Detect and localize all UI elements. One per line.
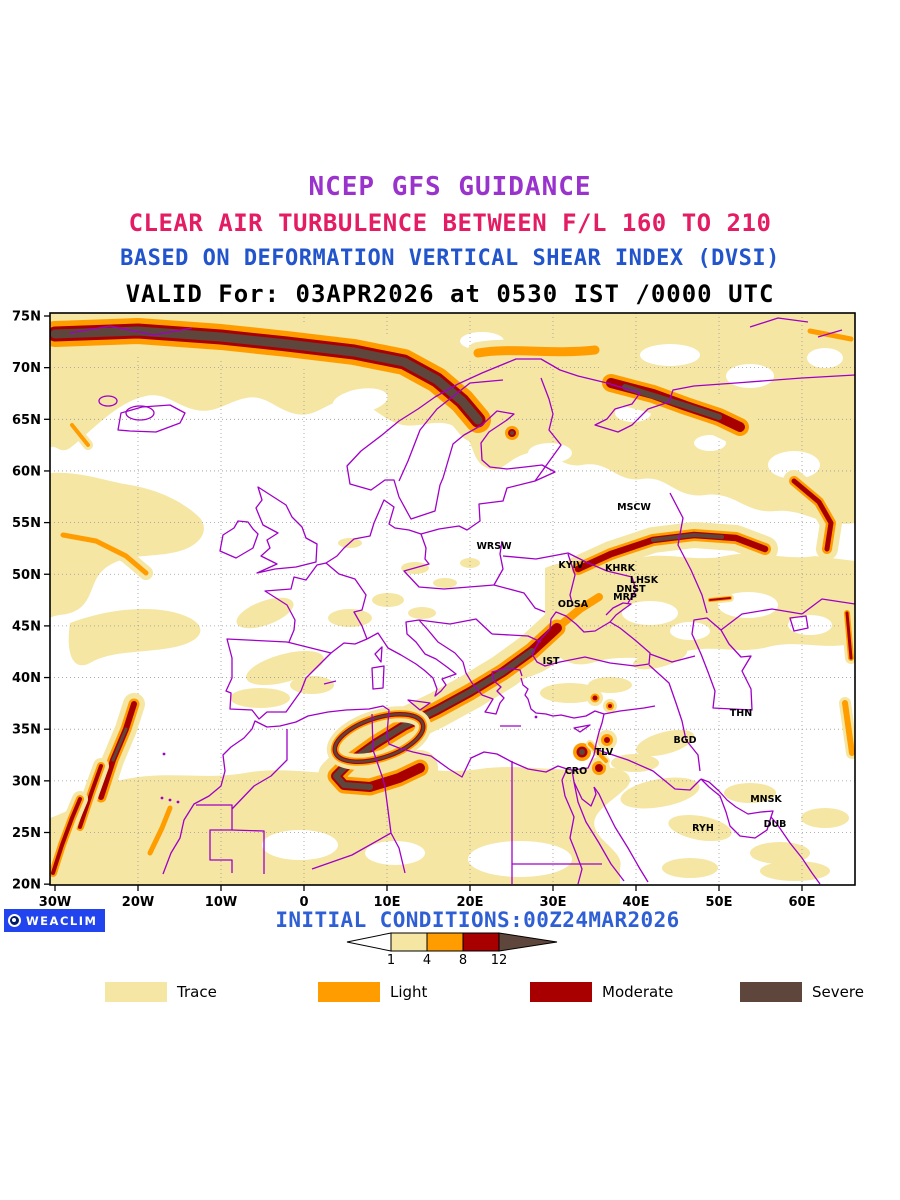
legend-item-moderate: Moderate [530, 982, 673, 1002]
map-frame [49, 312, 856, 886]
city-label-kyiv: KYIV [558, 560, 584, 571]
legend-item-trace: Trace [105, 982, 217, 1002]
lon-label: 30W [39, 895, 71, 910]
lon-label: 0 [299, 895, 308, 910]
colorbar: 1 4 8 12 [346, 932, 558, 966]
lat-label: 45N [12, 619, 41, 634]
city-label-mnsk: MNSK [750, 794, 782, 805]
legend-item-light: Light [318, 982, 427, 1002]
title-line-4: VALID For: 03APR2026 at 0530 IST /0000 U… [125, 280, 775, 308]
chart-header: NCEP GFS GUIDANCE CLEAR AIR TURBULENCE B… [0, 172, 900, 308]
city-label-ryh: RYH [692, 823, 714, 834]
axis-labels: 75N 70N 65N 60N 55N 50N 45N 40N 35N 30N 25N 20N 30W 2… [12, 310, 815, 911]
lat-label: 40N [12, 671, 41, 686]
colorbar-trace-segment [390, 932, 428, 952]
lon-label: 60E [789, 895, 816, 910]
lat-label: 65N [12, 413, 41, 428]
trace-swatch [105, 982, 167, 1002]
severe-label: Severe [812, 983, 864, 1001]
light-label: Light [390, 983, 428, 1001]
colorbar-severe-arrow [498, 932, 558, 952]
colorbar-value-1: 1 [387, 953, 395, 966]
title-line-1: NCEP GFS GUIDANCE [308, 172, 592, 202]
lat-label: 55N [12, 516, 41, 531]
lon-label: 40E [623, 895, 650, 910]
lat-label: 75N [12, 310, 41, 325]
city-label-tlv: TLV [595, 747, 614, 758]
lon-label: 20W [122, 895, 154, 910]
title-line-3: BASED ON DEFORMATION VERTICAL SHEAR INDE… [120, 246, 780, 271]
colorbar-left-arrow [346, 932, 392, 952]
colorbar-value-12: 12 [491, 953, 508, 966]
lon-label: 20E [457, 895, 484, 910]
lon-label: 50E [706, 895, 733, 910]
city-label-khrk: KHRK [605, 563, 636, 574]
colorbar-moderate-segment [462, 932, 500, 952]
severe-swatch [740, 982, 802, 1002]
lon-label: 30E [540, 895, 567, 910]
axis-ticks [44, 315, 803, 891]
lat-label: 70N [12, 361, 41, 376]
city-label-thn: THN [730, 708, 752, 719]
lon-label: 10E [374, 895, 401, 910]
weaclim-logo-icon [8, 914, 21, 927]
city-label-wrsw: WRSW [476, 541, 512, 552]
trace-label: Trace [177, 983, 217, 1001]
initial-conditions-text: INITIAL CONDITIONS:00Z24MAR2026 [275, 908, 680, 932]
colorbar-value-8: 8 [459, 953, 467, 966]
map-area: MSCW WRSW KYIV KHRK LHSK DNST MRP ODSA IST THN BGD… [0, 305, 900, 929]
lat-label: 50N [12, 568, 41, 583]
city-label-bgd: BGD [674, 735, 697, 746]
coastlines-borders [69, 317, 855, 885]
turbulence-bands [50, 313, 855, 881]
city-label-cro: CRO [565, 766, 587, 777]
city-label-ist: IST [543, 656, 560, 667]
legend-item-severe: Severe [740, 982, 864, 1002]
city-label-odsa: ODSA [558, 599, 589, 610]
city-label-lhsk: LHSK [630, 575, 659, 586]
brand-name: WEACLIM [26, 913, 98, 928]
moderate-swatch [530, 982, 592, 1002]
title-line-2: CLEAR AIR TURBULENCE BETWEEN F/L 160 TO … [128, 209, 772, 237]
city-label-mscw: MSCW [617, 502, 651, 513]
lon-label: 10W [205, 895, 237, 910]
lat-label: 30N [12, 774, 41, 789]
weaclim-brand-badge: WEACLIM [4, 909, 106, 932]
moderate-label: Moderate [602, 983, 674, 1001]
light-swatch [318, 982, 380, 1002]
lat-label: 20N [12, 878, 41, 893]
city-label-mrp: MRP [613, 592, 637, 603]
colorbar-light-segment [426, 932, 464, 952]
lat-label: 35N [12, 723, 41, 738]
lat-label: 60N [12, 464, 41, 479]
city-label-dnst: DNST [616, 584, 646, 595]
colorbar-value-4: 4 [423, 953, 431, 966]
city-label-dub: DUB [764, 819, 787, 830]
lat-label: 25N [12, 826, 41, 841]
